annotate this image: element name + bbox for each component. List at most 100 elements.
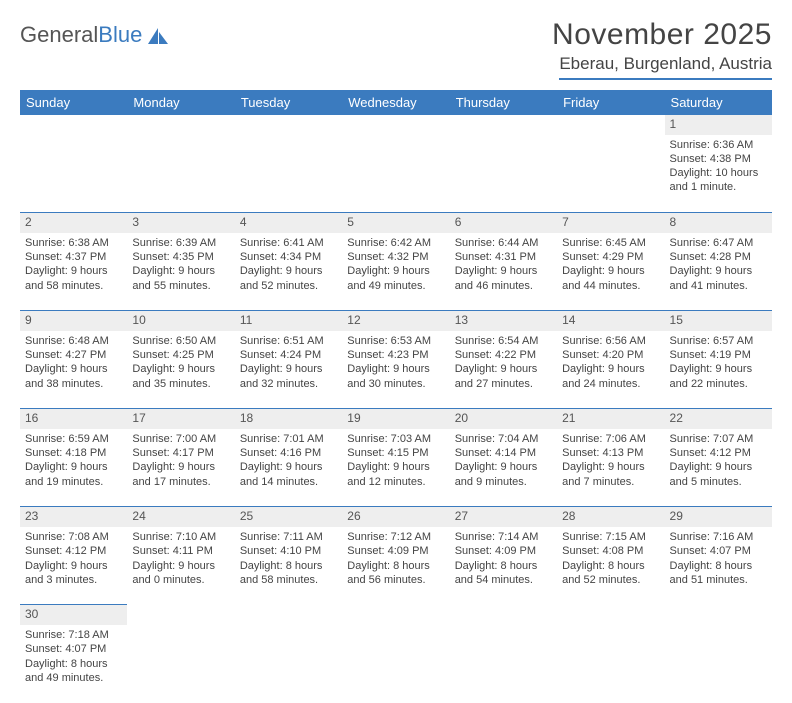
sunrise-text: Sunrise: 6:38 AM bbox=[25, 236, 122, 250]
sunset-text: Sunset: 4:14 PM bbox=[455, 446, 552, 460]
sunrise-text: Sunrise: 6:56 AM bbox=[562, 334, 659, 348]
page-title: November 2025 bbox=[552, 18, 772, 52]
sunset-text: Sunset: 4:16 PM bbox=[240, 446, 337, 460]
title-block: November 2025 Eberau, Burgenland, Austri… bbox=[552, 18, 772, 80]
daylight-text: Daylight: 8 hours and 52 minutes. bbox=[562, 559, 659, 588]
daylight-text: Daylight: 9 hours and 12 minutes. bbox=[347, 460, 444, 489]
sunset-text: Sunset: 4:09 PM bbox=[347, 544, 444, 558]
sunrise-text: Sunrise: 7:01 AM bbox=[240, 432, 337, 446]
day-number bbox=[342, 115, 449, 135]
sunset-text: Sunset: 4:22 PM bbox=[455, 348, 552, 362]
daylight-text: Daylight: 9 hours and 17 minutes. bbox=[132, 460, 229, 489]
sunset-text: Sunset: 4:07 PM bbox=[670, 544, 767, 558]
sunrise-text: Sunrise: 7:11 AM bbox=[240, 530, 337, 544]
sunset-text: Sunset: 4:10 PM bbox=[240, 544, 337, 558]
logo-text-1: General bbox=[20, 22, 98, 48]
page-subtitle: Eberau, Burgenland, Austria bbox=[559, 54, 772, 80]
daynum-row: 30 bbox=[20, 605, 772, 625]
day-cell: Sunrise: 7:11 AMSunset: 4:10 PMDaylight:… bbox=[235, 527, 342, 605]
day-cell bbox=[20, 135, 127, 213]
day-number: 3 bbox=[127, 213, 234, 233]
day-number bbox=[127, 115, 234, 135]
sunset-text: Sunset: 4:24 PM bbox=[240, 348, 337, 362]
content-row: Sunrise: 6:48 AMSunset: 4:27 PMDaylight:… bbox=[20, 331, 772, 409]
sunrise-text: Sunrise: 6:54 AM bbox=[455, 334, 552, 348]
sunset-text: Sunset: 4:12 PM bbox=[25, 544, 122, 558]
sunrise-text: Sunrise: 6:42 AM bbox=[347, 236, 444, 250]
sunset-text: Sunset: 4:20 PM bbox=[562, 348, 659, 362]
daylight-text: Daylight: 9 hours and 0 minutes. bbox=[132, 559, 229, 588]
sunrise-text: Sunrise: 7:12 AM bbox=[347, 530, 444, 544]
sunrise-text: Sunrise: 6:44 AM bbox=[455, 236, 552, 250]
day-cell: Sunrise: 7:00 AMSunset: 4:17 PMDaylight:… bbox=[127, 429, 234, 507]
logo-text-2: Blue bbox=[98, 22, 142, 48]
sunrise-text: Sunrise: 6:39 AM bbox=[132, 236, 229, 250]
sunset-text: Sunset: 4:18 PM bbox=[25, 446, 122, 460]
daylight-text: Daylight: 9 hours and 52 minutes. bbox=[240, 264, 337, 293]
sunrise-text: Sunrise: 7:00 AM bbox=[132, 432, 229, 446]
day-number: 27 bbox=[450, 507, 557, 527]
daylight-text: Daylight: 9 hours and 58 minutes. bbox=[25, 264, 122, 293]
sunrise-text: Sunrise: 7:03 AM bbox=[347, 432, 444, 446]
sunset-text: Sunset: 4:12 PM bbox=[670, 446, 767, 460]
sunset-text: Sunset: 4:23 PM bbox=[347, 348, 444, 362]
sunset-text: Sunset: 4:15 PM bbox=[347, 446, 444, 460]
logo: GeneralBlue bbox=[20, 22, 170, 48]
day-cell: Sunrise: 6:59 AMSunset: 4:18 PMDaylight:… bbox=[20, 429, 127, 507]
day-cell: Sunrise: 6:47 AMSunset: 4:28 PMDaylight:… bbox=[665, 233, 772, 311]
daylight-text: Daylight: 8 hours and 58 minutes. bbox=[240, 559, 337, 588]
col-monday: Monday bbox=[127, 90, 234, 115]
daynum-row: 23242526272829 bbox=[20, 507, 772, 527]
day-cell: Sunrise: 6:56 AMSunset: 4:20 PMDaylight:… bbox=[557, 331, 664, 409]
calendar-body: 1Sunrise: 6:36 AMSunset: 4:38 PMDaylight… bbox=[20, 115, 772, 703]
day-number: 19 bbox=[342, 409, 449, 429]
day-number: 5 bbox=[342, 213, 449, 233]
col-thursday: Thursday bbox=[450, 90, 557, 115]
day-cell: Sunrise: 6:44 AMSunset: 4:31 PMDaylight:… bbox=[450, 233, 557, 311]
daylight-text: Daylight: 8 hours and 54 minutes. bbox=[455, 559, 552, 588]
day-cell bbox=[557, 135, 664, 213]
sunrise-text: Sunrise: 7:07 AM bbox=[670, 432, 767, 446]
day-number: 6 bbox=[450, 213, 557, 233]
day-number: 2 bbox=[20, 213, 127, 233]
day-cell: Sunrise: 6:38 AMSunset: 4:37 PMDaylight:… bbox=[20, 233, 127, 311]
day-number: 12 bbox=[342, 311, 449, 331]
sunset-text: Sunset: 4:29 PM bbox=[562, 250, 659, 264]
day-number bbox=[665, 605, 772, 625]
sunset-text: Sunset: 4:07 PM bbox=[25, 642, 122, 656]
day-cell: Sunrise: 6:54 AMSunset: 4:22 PMDaylight:… bbox=[450, 331, 557, 409]
daylight-text: Daylight: 9 hours and 3 minutes. bbox=[25, 559, 122, 588]
day-cell: Sunrise: 7:03 AMSunset: 4:15 PMDaylight:… bbox=[342, 429, 449, 507]
day-number: 1 bbox=[665, 115, 772, 135]
day-number: 15 bbox=[665, 311, 772, 331]
sunrise-text: Sunrise: 7:04 AM bbox=[455, 432, 552, 446]
day-number bbox=[557, 115, 664, 135]
day-number bbox=[557, 605, 664, 625]
day-number: 14 bbox=[557, 311, 664, 331]
sunset-text: Sunset: 4:27 PM bbox=[25, 348, 122, 362]
header: GeneralBlue November 2025 Eberau, Burgen… bbox=[20, 18, 772, 80]
day-number: 11 bbox=[235, 311, 342, 331]
day-cell bbox=[450, 625, 557, 703]
day-cell: Sunrise: 6:45 AMSunset: 4:29 PMDaylight:… bbox=[557, 233, 664, 311]
day-number: 8 bbox=[665, 213, 772, 233]
daylight-text: Daylight: 8 hours and 51 minutes. bbox=[670, 559, 767, 588]
sunset-text: Sunset: 4:17 PM bbox=[132, 446, 229, 460]
day-number: 24 bbox=[127, 507, 234, 527]
day-number: 20 bbox=[450, 409, 557, 429]
day-number: 21 bbox=[557, 409, 664, 429]
day-number bbox=[450, 605, 557, 625]
day-cell: Sunrise: 6:36 AMSunset: 4:38 PMDaylight:… bbox=[665, 135, 772, 213]
day-number: 30 bbox=[20, 605, 127, 625]
day-cell: Sunrise: 6:42 AMSunset: 4:32 PMDaylight:… bbox=[342, 233, 449, 311]
sunrise-text: Sunrise: 7:08 AM bbox=[25, 530, 122, 544]
day-number: 23 bbox=[20, 507, 127, 527]
daynum-row: 9101112131415 bbox=[20, 311, 772, 331]
sunrise-text: Sunrise: 6:48 AM bbox=[25, 334, 122, 348]
day-cell: Sunrise: 7:16 AMSunset: 4:07 PMDaylight:… bbox=[665, 527, 772, 605]
sunrise-text: Sunrise: 6:51 AM bbox=[240, 334, 337, 348]
day-cell bbox=[235, 625, 342, 703]
daynum-row: 1 bbox=[20, 115, 772, 135]
content-row: Sunrise: 6:59 AMSunset: 4:18 PMDaylight:… bbox=[20, 429, 772, 507]
sunset-text: Sunset: 4:13 PM bbox=[562, 446, 659, 460]
